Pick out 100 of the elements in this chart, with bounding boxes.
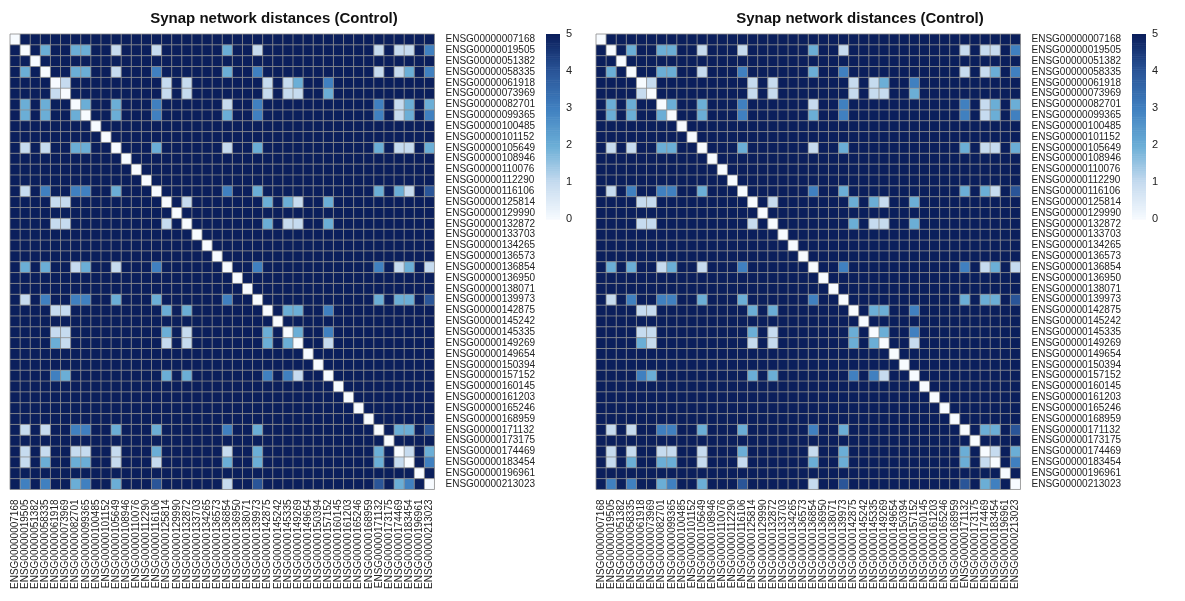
- x-tick-label: ENSG00000105649: [109, 499, 121, 590]
- y-tick-label: ENSG00000101152: [1031, 130, 1121, 142]
- y-tick-label: ENSG00000142875: [445, 304, 536, 316]
- color-bar-label: 0: [1152, 212, 1159, 225]
- y-tick-label: ENSG00000100485: [1031, 119, 1122, 131]
- x-tick-label: ENSG00000073969: [59, 499, 71, 590]
- y-tick-label: ENSG00000132872: [445, 217, 536, 229]
- x-tick-label: ENSG00000142875: [261, 499, 273, 590]
- y-tick-label: ENSG00000174469: [1031, 445, 1122, 457]
- y-tick-label: ENSG00000116106: [1031, 185, 1121, 196]
- y-tick-label: ENSG00000110076: [1031, 163, 1121, 175]
- chart-title: Synap network distances (Control): [736, 9, 984, 27]
- y-tick-label: ENSG00000168959: [445, 412, 536, 424]
- x-tick-label: ENSG00000082701: [655, 499, 667, 590]
- y-tick-label: ENSG00000149269: [1031, 336, 1122, 348]
- x-tick-label: ENSG00000160145: [332, 499, 344, 590]
- y-tick-label: ENSG00000134265: [445, 239, 536, 251]
- x-tick-label: ENSG00000058335: [625, 499, 637, 590]
- x-tick-label: ENSG00000136950: [817, 499, 829, 590]
- x-tick-label: ENSG00000129990: [170, 499, 182, 590]
- x-tick-label: ENSG00000112290: [140, 499, 152, 589]
- y-tick-label: ENSG00000145335: [445, 325, 536, 337]
- y-tick-label: ENSG00000125814: [445, 195, 536, 207]
- y-tick-label: ENSG00000058335: [445, 65, 536, 77]
- y-tick-label: ENSG00000136573: [445, 250, 536, 262]
- x-tick-label: ENSG00000061918: [635, 499, 647, 590]
- color-bar-label: 5: [566, 27, 573, 40]
- y-tick-label: ENSG00000108946: [1031, 152, 1122, 164]
- y-tick-label: ENSG00000136950: [1031, 271, 1122, 283]
- y-tick-label: ENSG00000149269: [445, 336, 536, 348]
- x-tick-label: ENSG00000145242: [857, 499, 869, 590]
- x-tick-label: ENSG00000136854: [221, 499, 233, 590]
- y-tick-label: ENSG00000099365: [445, 109, 536, 121]
- y-tick-label: ENSG00000161203: [1031, 391, 1122, 403]
- y-tick-label: ENSG00000112290: [445, 174, 535, 186]
- y-tick-label: ENSG00000213023: [1031, 477, 1122, 489]
- x-tick-label: ENSG00000082701: [69, 499, 81, 590]
- color-bar-label: 4: [566, 64, 573, 77]
- x-tick-label: ENSG00000051382: [29, 499, 41, 590]
- x-tick-label: ENSG00000145335: [867, 499, 879, 590]
- x-tick-label: ENSG00000150394: [312, 499, 324, 590]
- y-tick-label: ENSG00000145242: [445, 315, 536, 327]
- x-tick-label: ENSG00000099365: [79, 499, 91, 590]
- y-tick-label: ENSG00000136854: [1031, 260, 1122, 272]
- y-tick-label: ENSG00000061918: [445, 76, 536, 88]
- x-tick-label: ENSG00000145242: [271, 499, 283, 590]
- y-tick-label: ENSG00000157152: [1031, 369, 1122, 381]
- x-tick-label: ENSG00000145335: [281, 499, 293, 590]
- y-tick-label: ENSG00000149654: [445, 347, 536, 359]
- color-bar-label: 1: [566, 175, 573, 188]
- y-tick-label: ENSG00000110076: [445, 163, 535, 175]
- x-tick-label: ENSG00000157152: [908, 499, 920, 590]
- x-tick-label: ENSG00000149269: [291, 499, 303, 590]
- y-tick-label: ENSG00000112290: [1031, 174, 1121, 186]
- y-tick-label: ENSG00000134265: [1031, 239, 1122, 251]
- y-tick-label: ENSG00000133703: [445, 228, 536, 240]
- x-tick-label: ENSG00000108946: [705, 499, 717, 590]
- x-tick-label: ENSG00000173175: [968, 499, 980, 590]
- y-tick-label: ENSG00000129990: [445, 206, 536, 218]
- x-tick-label: ENSG00000116106: [736, 499, 748, 589]
- y-tick-label: ENSG00000136950: [445, 271, 536, 283]
- x-tick-label: ENSG00000165246: [352, 499, 364, 590]
- y-tick-label: ENSG00000150394: [1031, 358, 1122, 370]
- x-tick-label: ENSG00000133703: [776, 499, 788, 590]
- y-tick-label: ENSG00000139973: [445, 293, 536, 305]
- y-tick-label: ENSG00000116106: [445, 185, 535, 196]
- y-tick-label: ENSG00000139973: [1031, 293, 1122, 305]
- x-tick-label: ENSG00000134265: [200, 499, 212, 590]
- x-tick-label: ENSG00000061918: [49, 499, 61, 590]
- x-tick-label: ENSG00000139973: [251, 499, 263, 590]
- y-tick-label: ENSG00000099365: [1031, 109, 1122, 121]
- x-tick-label: ENSG00000099365: [665, 499, 677, 590]
- y-tick-label: ENSG00000183454: [445, 456, 536, 468]
- y-tick-label: ENSG00000196961: [1031, 466, 1122, 478]
- x-tick-label: ENSG00000136854: [807, 499, 819, 590]
- x-tick-label: ENSG00000165246: [938, 499, 950, 590]
- y-tick-label: ENSG00000171132: [445, 423, 535, 435]
- y-tick-label: ENSG00000051382: [445, 54, 536, 66]
- color-bar-label: 2: [1152, 138, 1159, 151]
- x-tick-label: ENSG00000101152: [99, 499, 111, 589]
- x-tick-label: ENSG00000132872: [180, 499, 192, 590]
- y-tick-label: ENSG00000150394: [445, 358, 536, 370]
- x-tick-label: ENSG00000157152: [322, 499, 334, 590]
- x-tick-label: ENSG00000142875: [847, 499, 859, 590]
- y-tick-label: ENSG00000174469: [445, 445, 536, 457]
- color-bar-label: 2: [566, 138, 573, 151]
- x-tick-label: ENSG00000051382: [615, 499, 627, 590]
- y-tick-label: ENSG00000161203: [445, 391, 536, 403]
- x-tick-label: ENSG00000101152: [685, 499, 697, 589]
- y-tick-label: ENSG00000019505: [445, 44, 536, 56]
- y-tick-label: ENSG00000082701: [445, 98, 536, 110]
- x-tick-label: ENSG00000116106: [150, 499, 162, 589]
- x-tick-label: ENSG00000160145: [918, 499, 930, 590]
- y-tick-label: ENSG00000073969: [1031, 87, 1122, 99]
- color-bar-label: 0: [566, 212, 573, 225]
- color-bar-label: 5: [1152, 27, 1159, 40]
- y-tick-label: ENSG00000136854: [445, 260, 536, 272]
- y-tick-label: ENSG00000168959: [1031, 412, 1122, 424]
- x-tick-label: ENSG00000129990: [756, 499, 768, 590]
- x-tick-label: ENSG00000161203: [928, 499, 940, 590]
